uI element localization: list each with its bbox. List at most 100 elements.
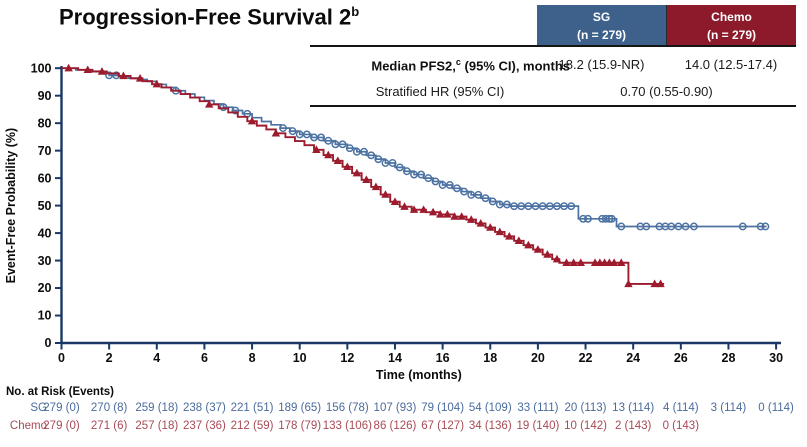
risk-value-sg-m12: 156 (78) [325,402,369,414]
censor-marker-triangle [443,209,452,218]
censor-marker-circle [481,194,490,203]
censor-marker-circle [567,202,576,211]
x-tick-label: 28 [722,351,736,365]
x-tick-label: 22 [579,351,593,365]
censor-marker-triangle [436,209,445,218]
page-title-text: Progression-Free Survival 2 [59,4,352,30]
censor-marker-triangle [650,279,659,288]
censor-marker-circle [452,184,461,193]
censor-marker-circle [617,222,626,231]
y-tick-label: 70 [38,144,52,158]
risk-table-heading: No. at Risk (Events) [6,386,114,398]
censor-marker-circle [279,124,287,133]
risk-value-chemo-m8: 212 (59) [230,420,274,432]
risk-value-chemo-m18: 34 (136) [468,420,512,432]
summary-header-sg: SG (n = 279) [537,5,666,45]
y-tick-label: 0 [45,336,52,350]
censor-marker-circle [317,133,326,142]
censor-marker-triangle [352,168,362,177]
risk-value-sg-m24: 13 (114) [612,402,655,414]
censor-marker-triangle [343,162,352,171]
risk-value-sg-m16: 79 (104) [421,402,465,414]
risk-value-sg-m8: 221 (51) [230,402,274,414]
censor-marker-circle [756,222,765,231]
censor-marker-triangle [312,145,321,154]
censor-marker-triangle [514,236,524,244]
censor-marker-triangle [457,212,466,220]
censor-marker-triangle [333,156,343,165]
censor-marker-triangle [428,207,438,216]
risk-row-label-chemo: Chemo [9,420,47,432]
censor-marker-circle [681,222,690,231]
y-tick-label: 80 [38,116,52,130]
censor-marker-circle [374,155,383,164]
censor-marker-triangle [271,128,281,137]
censor-marker-triangle [362,175,371,183]
x-tick-label: 2 [106,351,113,365]
x-tick-label: 26 [674,351,688,365]
risk-value-chemo-m26: 0 (143) [662,420,700,432]
censor-marker-circle [402,167,411,176]
risk-value-sg-m22: 20 (113) [564,402,607,414]
median-pfs-sg-value: 18.2 (15.9-NR) [558,57,645,72]
y-tick-label: 20 [38,281,52,295]
censor-marker-triangle [381,190,390,198]
y-tick-label: 40 [38,226,52,240]
x-tick-label: 14 [388,351,402,365]
censor-marker-circle [761,222,770,231]
risk-value-chemo-m0: 279 (0) [43,420,80,432]
risk-value-sg-m2: 270 (8) [90,402,128,414]
y-tick-label: 90 [38,89,52,103]
risk-value-chemo-m6: 237 (36) [182,420,226,432]
censor-marker-circle [445,181,454,189]
x-tick-label: 8 [249,351,256,365]
censor-marker-circle [338,140,347,149]
summary-table-bottom-rule [310,105,796,107]
censor-marker-circle [360,147,368,156]
km-curve-chemo [61,67,665,285]
censor-marker-circle [502,200,511,209]
x-tick-label: 10 [293,351,307,365]
risk-value-chemo-m14: 86 (126) [373,420,417,432]
y-tick-label: 100 [31,61,52,75]
y-axis-title: Event-Free Probability (%) [4,128,18,284]
censor-marker-triangle [371,182,381,191]
censor-marker-circle [417,170,426,179]
x-tick-label: 6 [201,351,208,365]
median-pfs-label-suffix: (95% CI), months [460,58,570,74]
censor-marker-triangle [400,202,409,210]
censor-marker-circle [607,214,616,223]
censor-marker-circle [579,214,588,223]
censor-marker-triangle [83,65,92,74]
sg-column-name: SG [592,10,611,24]
censor-marker-circle [395,163,404,172]
y-tick-label: 60 [38,171,52,185]
censor-marker-circle [324,136,333,145]
y-tick-label: 30 [38,254,52,268]
risk-value-sg-m26: 4 (114) [663,402,699,414]
risk-value-sg-m18: 54 (109) [468,402,512,414]
censor-marker-triangle [656,279,665,288]
censor-marker-triangle [609,258,619,266]
censor-marker-triangle [152,79,161,88]
censor-marker-circle [474,190,483,199]
censor-marker-circle [738,222,747,231]
km-curve-sg [61,67,767,228]
risk-value-chemo-m16: 67 (127) [421,420,465,432]
censor-marker-triangle [576,258,585,266]
risk-value-sg-m6: 238 (37) [182,402,226,414]
censor-marker-triangle [569,258,578,266]
censor-marker-circle [689,222,698,231]
censor-marker-triangle [419,205,428,213]
risk-value-chemo-m24: 2 (143) [614,420,652,432]
censor-marker-triangle [524,240,533,249]
censor-marker-triangle [486,223,495,231]
censor-marker-circle [367,151,376,160]
stratified-hr-value: 0.70 (0.55-0.90) [620,84,713,99]
risk-value-sg-m30: 0 (114) [758,402,794,414]
sg-column-n: (n = 279) [576,28,627,42]
risk-value-chemo-m10: 178 (79) [278,420,322,432]
page-title: Progression-Free Survival 2b [59,4,359,30]
